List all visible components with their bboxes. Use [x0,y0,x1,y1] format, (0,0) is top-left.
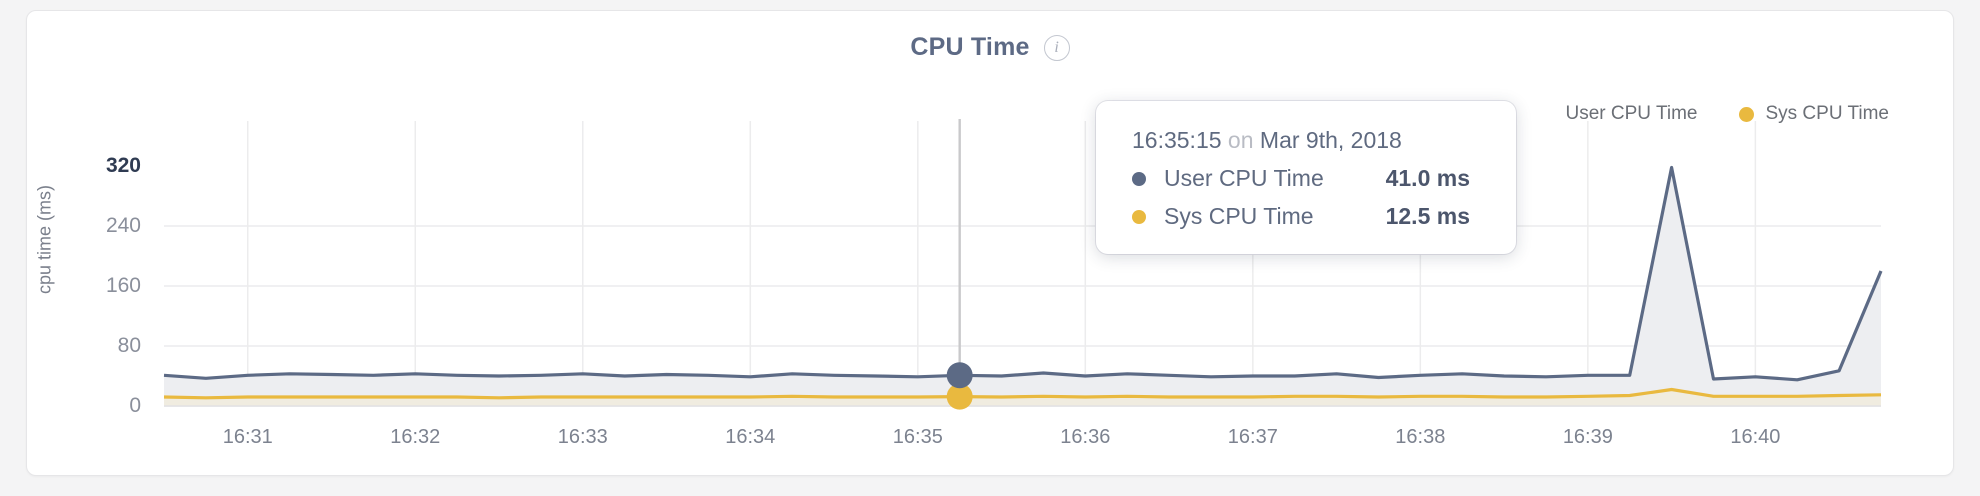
y-tick-320: 320 [105,154,141,177]
tooltip-dot-sys-cpu-time [1132,209,1146,224]
chart-svg [163,119,1883,410]
tooltip-value-user-cpu-time: 41.0 ms [1385,165,1470,191]
legend-item-user-cpu-time[interactable]: User CPU Time [1540,103,1698,125]
y-tick-80: 80 [117,334,141,357]
tooltip-value-sys-cpu-time: 12.5 ms [1385,203,1470,229]
info-icon[interactable]: i [1043,34,1070,61]
tooltip-dot-user-cpu-time [1132,171,1146,186]
legend-dot-sys-cpu-time [1739,106,1755,122]
x-tick-16-34: 16:34 [725,426,776,448]
tooltip-date: Mar 9th, 2018 [1259,127,1402,153]
legend-label-user-cpu-time: User CPU Time [1565,103,1698,124]
tooltip-timestamp: 16:35:15 on Mar 9th, 2018 [1096,127,1516,154]
tooltip-label-sys-cpu-time: Sys CPU Time [1164,203,1314,229]
x-tick-16-36: 16:36 [1060,426,1111,448]
chart-tooltip: 16:35:15 on Mar 9th, 2018 User CPU Time … [1096,101,1516,254]
tooltip-row-sys-cpu-time: Sys CPU Time 12.5 ms [1096,192,1516,230]
chart-plot-area[interactable]: cpu time (ms) 320 240 160 80 0 16:31 16:32 16:… [27,11,1953,475]
y-tick-160: 160 [105,274,141,297]
x-tick-16-39: 16:39 [1562,426,1613,448]
tooltip-label-user-cpu-time: User CPU Time [1164,165,1324,191]
chart-header: CPU Time i [27,33,1953,62]
tooltip-time: 16:35:15 [1132,127,1222,153]
x-tick-16-37: 16:37 [1227,426,1278,448]
x-tick-16-35: 16:35 [892,426,943,448]
x-tick-16-31: 16:31 [222,426,273,448]
cpu-time-chart-card: CPU Time i User CPU Time Sys CPU Time cp… [26,10,1954,476]
x-tick-16-40: 16:40 [1730,426,1781,448]
chart-legend: User CPU Time Sys CPU Time [1540,103,1890,125]
y-tick-0: 0 [129,394,141,417]
page-title: CPU Time [910,33,1030,61]
tooltip-on-word: on [1227,127,1254,153]
x-tick-16-32: 16:32 [390,426,441,448]
tooltip-row-user-cpu-time: User CPU Time 41.0 ms [1096,154,1516,192]
x-tick-16-38: 16:38 [1395,426,1446,448]
x-tick-16-33: 16:33 [557,426,608,448]
y-tick-240: 240 [105,214,141,237]
legend-label-sys-cpu-time: Sys CPU Time [1765,103,1889,124]
legend-item-sys-cpu-time[interactable]: Sys CPU Time [1739,103,1889,125]
